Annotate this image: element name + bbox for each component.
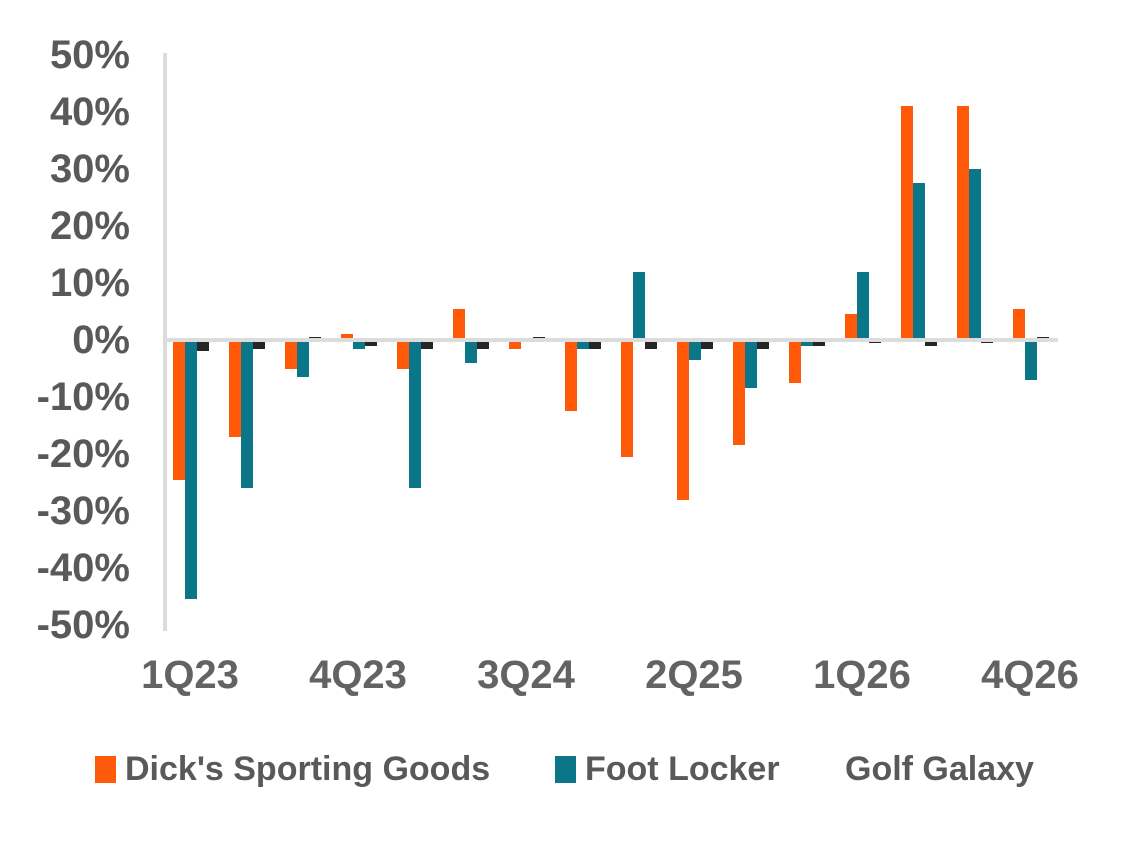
legend-item-dick-s-sporting-goods: Dick's Sporting Goods bbox=[95, 752, 490, 786]
bar-golf-galaxy-2q23 bbox=[253, 340, 265, 349]
x-tick-label-4q26: 4Q26 bbox=[981, 653, 1079, 697]
bar-dick-s-sporting-goods-4q23 bbox=[341, 334, 353, 340]
y-tick-label-40: -40% bbox=[36, 546, 130, 590]
bar-golf-galaxy-2q25 bbox=[701, 340, 713, 349]
y-tick-label-50: -50% bbox=[36, 603, 130, 647]
x-tick-label-1q26: 1Q26 bbox=[813, 653, 911, 697]
bar-golf-galaxy-2q26 bbox=[925, 340, 937, 346]
bar-foot-locker-1q23 bbox=[185, 340, 197, 600]
bar-dick-s-sporting-goods-4q24 bbox=[565, 340, 577, 412]
bar-dick-s-sporting-goods-2q23 bbox=[229, 340, 241, 437]
y-tick-label-30: -30% bbox=[36, 489, 130, 533]
bar-foot-locker-3q23 bbox=[297, 340, 309, 378]
bar-dick-s-sporting-goods-2q24 bbox=[453, 308, 465, 340]
legend-label-foot-locker: Foot Locker bbox=[585, 750, 780, 788]
bar-foot-locker-2q23 bbox=[241, 340, 253, 489]
bar-dick-s-sporting-goods-3q23 bbox=[285, 340, 297, 369]
bar-dick-s-sporting-goods-1q24 bbox=[397, 340, 409, 369]
bar-golf-galaxy-4q23 bbox=[365, 340, 377, 346]
y-tick-label-10: -10% bbox=[36, 375, 130, 419]
bar-dick-s-sporting-goods-2q25 bbox=[677, 340, 689, 500]
bar-foot-locker-1q26 bbox=[857, 271, 869, 340]
y-tick-label-40: 40% bbox=[49, 90, 130, 134]
x-tick-label-2q25: 2Q25 bbox=[645, 653, 743, 697]
legend-label-golf-galaxy: Golf Galaxy bbox=[845, 750, 1034, 788]
bar-golf-galaxy-4q25 bbox=[813, 340, 825, 346]
bar-foot-locker-4q25 bbox=[801, 340, 813, 346]
legend-item-foot-locker: Foot Locker bbox=[555, 752, 780, 786]
bar-foot-locker-2q25 bbox=[689, 340, 701, 360]
legend-swatch-dick-s-sporting-goods bbox=[95, 755, 116, 783]
bar-dick-s-sporting-goods-4q26 bbox=[1013, 308, 1025, 340]
bar-foot-locker-3q25 bbox=[745, 340, 757, 389]
y-tick-label-10: 10% bbox=[49, 261, 130, 305]
bar-foot-locker-1q25 bbox=[633, 271, 645, 340]
x-tick-label-1q23: 1Q23 bbox=[141, 653, 239, 697]
bar-golf-galaxy-4q24 bbox=[589, 340, 601, 349]
legend-item-golf-galaxy: Golf Galaxy bbox=[815, 752, 1034, 786]
bar-golf-galaxy-1q25 bbox=[645, 340, 657, 349]
bar-dick-s-sporting-goods-3q26 bbox=[957, 106, 969, 340]
bar-foot-locker-4q26 bbox=[1025, 340, 1037, 380]
bar-dick-s-sporting-goods-3q24 bbox=[509, 340, 521, 349]
y-tick-label-0: 0% bbox=[72, 318, 130, 362]
bar-foot-locker-2q24 bbox=[465, 340, 477, 363]
bar-dick-s-sporting-goods-1q23 bbox=[173, 340, 185, 480]
legend-swatch-golf-galaxy bbox=[815, 755, 836, 783]
legend-swatch-foot-locker bbox=[555, 755, 576, 783]
bar-dick-s-sporting-goods-1q26 bbox=[845, 314, 857, 340]
chart-legend: Dick's Sporting Goods Foot Locker Golf Gal… bbox=[0, 752, 1132, 792]
y-axis-line bbox=[163, 53, 167, 631]
bar-dick-s-sporting-goods-3q25 bbox=[733, 340, 745, 446]
bar-foot-locker-3q26 bbox=[969, 169, 981, 340]
bar-foot-locker-4q24 bbox=[577, 340, 589, 349]
bar-golf-galaxy-2q24 bbox=[477, 340, 489, 349]
bar-golf-galaxy-3q25 bbox=[757, 340, 769, 349]
bar-dick-s-sporting-goods-1q25 bbox=[621, 340, 633, 457]
bar-foot-locker-4q23 bbox=[353, 340, 365, 349]
y-tick-label-50: 50% bbox=[49, 33, 130, 77]
legend-label-dick-s-sporting-goods: Dick's Sporting Goods bbox=[125, 750, 491, 788]
bar-foot-locker-1q24 bbox=[409, 340, 421, 489]
y-tick-label-20: 20% bbox=[49, 204, 130, 248]
bar-foot-locker-2q26 bbox=[913, 183, 925, 340]
bar-golf-galaxy-1q23 bbox=[197, 340, 209, 352]
bar-dick-s-sporting-goods-4q25 bbox=[789, 340, 801, 383]
x-tick-label-4q23: 4Q23 bbox=[309, 653, 407, 697]
x-tick-label-3q24: 3Q24 bbox=[477, 653, 575, 697]
bar-dick-s-sporting-goods-2q26 bbox=[901, 106, 913, 340]
y-tick-label-20: -20% bbox=[36, 432, 130, 476]
zero-axis-line bbox=[166, 338, 1058, 342]
bar-golf-galaxy-1q24 bbox=[421, 340, 433, 349]
y-tick-label-30: 30% bbox=[49, 147, 130, 191]
